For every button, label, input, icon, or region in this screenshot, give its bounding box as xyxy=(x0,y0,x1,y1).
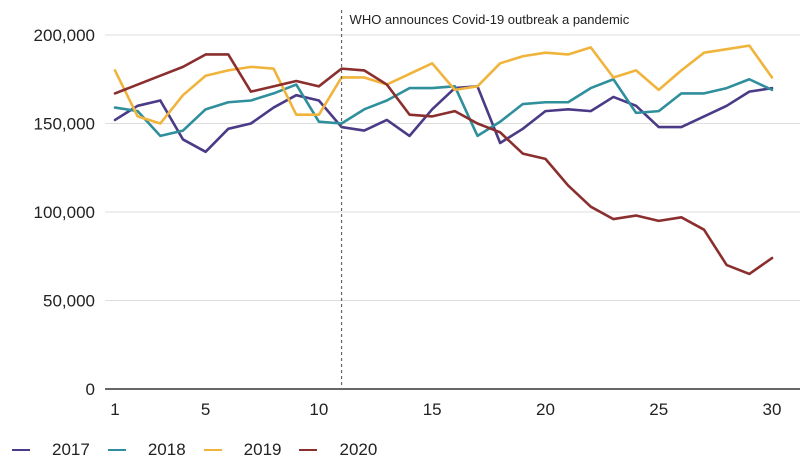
x-axis-tick-labels: 1 5 10 15 20 25 30 xyxy=(110,400,781,419)
legend-swatch xyxy=(299,449,318,451)
series-line-2019 xyxy=(113,44,774,125)
legend-swatch xyxy=(12,449,30,451)
x-tick-label: 5 xyxy=(201,400,210,419)
legend: 2017 2018 2019 2020 xyxy=(12,440,395,460)
legend-swatch xyxy=(203,449,222,451)
x-tick-label: 1 xyxy=(110,400,119,419)
y-tick-label: 200,000 xyxy=(34,26,95,45)
legend-label: 2020 xyxy=(339,440,378,459)
series-line-2017 xyxy=(113,85,774,154)
legend-item-2019: 2019 xyxy=(203,440,282,460)
legend-label: 2018 xyxy=(147,440,186,459)
gridlines xyxy=(105,34,800,301)
y-tick-label: 0 xyxy=(86,380,95,399)
y-tick-label: 50,000 xyxy=(43,292,95,311)
pandemic-annotation-text: WHO announces Covid-19 outbreak a pandem… xyxy=(350,12,630,27)
legend-item-2018: 2018 xyxy=(107,440,186,460)
y-axis-tick-labels: 0 50,000 100,000 150,000 200,000 xyxy=(34,26,95,399)
series-line-2018 xyxy=(113,77,774,138)
legend-item-2020: 2020 xyxy=(299,440,377,460)
series-lines xyxy=(113,44,774,276)
series-line-2020 xyxy=(113,53,774,276)
x-tick-label: 30 xyxy=(763,400,782,419)
x-tick-label: 15 xyxy=(423,400,442,419)
y-tick-label: 150,000 xyxy=(34,115,95,134)
x-tick-label: 20 xyxy=(536,400,555,419)
legend-swatch xyxy=(107,449,126,451)
x-tick-label: 10 xyxy=(309,400,328,419)
legend-label: 2017 xyxy=(52,440,90,459)
y-tick-label: 100,000 xyxy=(34,203,95,222)
x-tick-label: 25 xyxy=(649,400,668,419)
legend-item-2017: 2017 xyxy=(12,440,90,460)
legend-label: 2019 xyxy=(243,440,282,459)
